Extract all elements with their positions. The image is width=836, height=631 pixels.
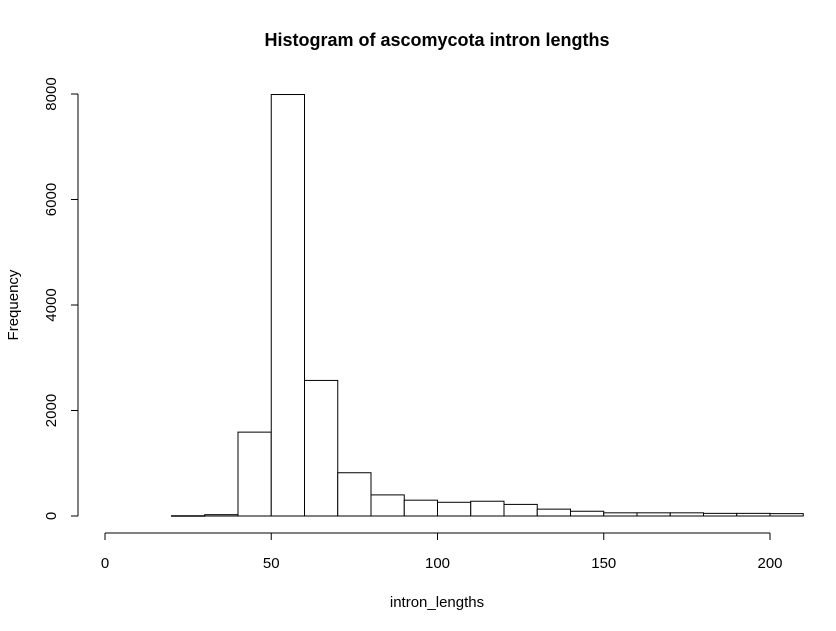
- histogram-bar-14: [636, 512, 671, 517]
- histogram-bar-16: [703, 512, 738, 517]
- histogram-bar-11: [536, 508, 571, 517]
- histogram-bar-1: [204, 514, 239, 517]
- histogram-bar-2: [237, 431, 272, 517]
- histogram-bar-0: [171, 515, 206, 517]
- y-tick-label-4000: 4000: [43, 288, 60, 321]
- x-tick-label-100: 100: [425, 555, 450, 572]
- x-axis: 0 50 100 150 200: [101, 532, 783, 572]
- x-tick-label-200: 200: [757, 555, 782, 572]
- y-axis-label: Frequency: [5, 269, 22, 340]
- histogram-bar-3: [270, 94, 305, 517]
- y-tick-label-6000: 6000: [43, 183, 60, 216]
- histogram-bar-12: [570, 510, 605, 517]
- y-axis: 0 2000 4000 6000 8000: [43, 77, 79, 520]
- histogram-bar-4: [304, 379, 339, 517]
- histogram-bar-6: [370, 494, 405, 517]
- histogram-bar-8: [437, 501, 472, 517]
- histogram-bar-10: [503, 503, 538, 517]
- x-tick-label-50: 50: [263, 555, 280, 572]
- histogram-bar-13: [603, 512, 638, 517]
- chart-title: Histogram of ascomycota intron lengths: [264, 30, 609, 50]
- y-tick-label-2000: 2000: [43, 394, 60, 427]
- histogram-bar-7: [403, 499, 438, 517]
- x-tick-label-150: 150: [591, 555, 616, 572]
- x-axis-label: intron_lengths: [390, 594, 484, 611]
- histogram-bar-5: [337, 472, 372, 517]
- histogram-bar-17: [736, 512, 771, 517]
- x-tick-label-0: 0: [101, 555, 109, 572]
- bars-group: [171, 94, 804, 517]
- histogram-bar-15: [669, 512, 704, 517]
- y-tick-label-0: 0: [43, 512, 60, 520]
- histogram-bar-18: [769, 513, 804, 517]
- histogram-bar-9: [470, 500, 505, 517]
- y-tick-label-8000: 8000: [43, 77, 60, 110]
